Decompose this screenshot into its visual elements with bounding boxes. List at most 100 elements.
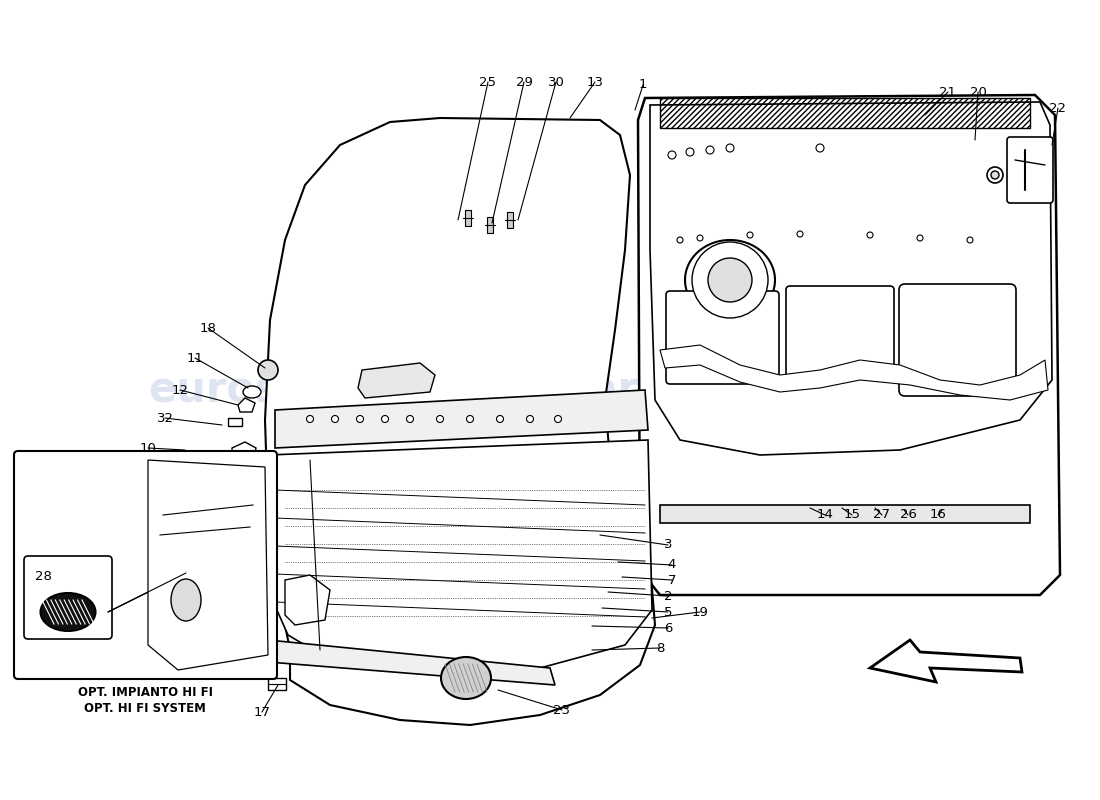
Polygon shape [870, 640, 1022, 682]
Bar [228, 418, 242, 426]
Text: 19: 19 [692, 606, 708, 618]
Circle shape [356, 415, 363, 422]
FancyBboxPatch shape [899, 284, 1016, 396]
Text: 23: 23 [553, 703, 571, 717]
Text: 31: 31 [121, 583, 139, 597]
FancyBboxPatch shape [24, 556, 112, 639]
Text: 16: 16 [930, 509, 946, 522]
Circle shape [407, 415, 414, 422]
Text: 4: 4 [668, 558, 676, 571]
Polygon shape [238, 398, 255, 412]
Text: 13: 13 [586, 75, 604, 89]
Circle shape [466, 415, 473, 422]
Circle shape [987, 167, 1003, 183]
Text: 28: 28 [32, 555, 48, 569]
Bar [660, 98, 1030, 128]
Circle shape [554, 415, 561, 422]
Text: eurospares: eurospares [429, 539, 692, 581]
Polygon shape [275, 390, 648, 448]
Bar [507, 212, 513, 228]
Ellipse shape [685, 240, 775, 320]
Circle shape [706, 146, 714, 154]
Circle shape [708, 258, 752, 302]
Text: 25: 25 [480, 75, 496, 89]
Text: 7: 7 [668, 574, 676, 586]
Text: 1: 1 [639, 78, 647, 91]
Text: 9: 9 [164, 583, 173, 597]
Text: 10: 10 [140, 442, 156, 454]
Text: eurospares: eurospares [649, 449, 912, 491]
Polygon shape [268, 440, 652, 672]
Text: eurospares: eurospares [148, 539, 411, 581]
Ellipse shape [41, 593, 96, 631]
Polygon shape [268, 640, 556, 685]
Circle shape [816, 144, 824, 152]
Text: 21: 21 [939, 86, 957, 98]
Text: 20: 20 [969, 86, 987, 98]
Circle shape [437, 415, 443, 422]
Circle shape [676, 237, 683, 243]
Circle shape [527, 415, 534, 422]
Text: eurospares: eurospares [649, 539, 912, 581]
Polygon shape [148, 460, 268, 670]
Circle shape [258, 360, 278, 380]
Bar [660, 505, 1030, 523]
Circle shape [867, 232, 873, 238]
Polygon shape [358, 363, 434, 398]
Polygon shape [638, 95, 1060, 595]
Circle shape [991, 171, 999, 179]
Polygon shape [232, 442, 256, 460]
Circle shape [496, 415, 504, 422]
Bar [487, 217, 493, 233]
Ellipse shape [143, 489, 208, 547]
Polygon shape [265, 118, 654, 725]
Text: OPT. HI FI SYSTEM: OPT. HI FI SYSTEM [84, 702, 206, 715]
Text: eurospares: eurospares [148, 369, 411, 411]
Text: 22: 22 [1049, 102, 1067, 114]
Circle shape [917, 235, 923, 241]
Text: 2: 2 [663, 590, 672, 602]
Text: 18: 18 [199, 322, 217, 334]
Text: 15: 15 [844, 509, 860, 522]
Polygon shape [660, 345, 1048, 400]
Text: 11: 11 [187, 351, 204, 365]
Ellipse shape [243, 386, 261, 398]
Circle shape [686, 148, 694, 156]
Circle shape [697, 235, 703, 241]
Circle shape [307, 415, 314, 422]
FancyBboxPatch shape [666, 291, 779, 384]
Polygon shape [285, 575, 330, 625]
Ellipse shape [441, 657, 491, 699]
Ellipse shape [184, 495, 236, 541]
Circle shape [692, 242, 768, 318]
FancyBboxPatch shape [786, 286, 894, 379]
Text: 28: 28 [34, 570, 52, 583]
Text: 8: 8 [656, 642, 664, 654]
Text: 32: 32 [156, 411, 174, 425]
Circle shape [668, 151, 676, 159]
Circle shape [331, 415, 339, 422]
Text: 14: 14 [816, 509, 834, 522]
Circle shape [382, 415, 388, 422]
Text: 24: 24 [59, 583, 76, 597]
Ellipse shape [170, 579, 201, 621]
Text: 5: 5 [663, 606, 672, 618]
Circle shape [798, 231, 803, 237]
Text: 29: 29 [516, 75, 532, 89]
FancyBboxPatch shape [14, 451, 277, 679]
Bar [268, 678, 286, 690]
Circle shape [726, 144, 734, 152]
Text: 30: 30 [548, 75, 564, 89]
Ellipse shape [700, 253, 760, 307]
FancyBboxPatch shape [1006, 137, 1053, 203]
Ellipse shape [151, 496, 199, 540]
Circle shape [747, 232, 754, 238]
Circle shape [967, 237, 974, 243]
Text: eurospares: eurospares [429, 369, 692, 411]
Text: 6: 6 [663, 622, 672, 634]
Text: 27: 27 [873, 509, 891, 522]
Text: 17: 17 [253, 706, 271, 718]
Polygon shape [650, 102, 1052, 455]
Text: 3: 3 [663, 538, 672, 551]
Text: 26: 26 [900, 509, 916, 522]
